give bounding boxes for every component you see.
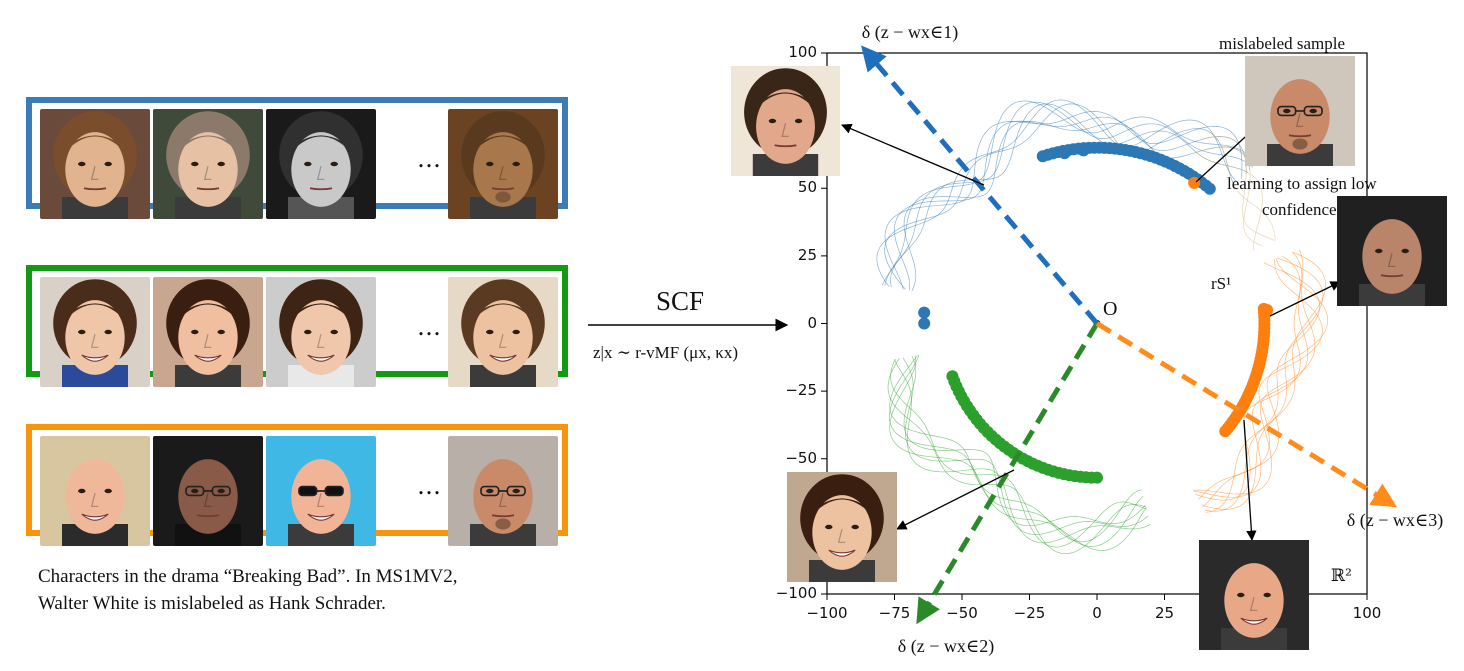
fiber-line — [1201, 251, 1326, 510]
face-image — [40, 109, 150, 219]
annotation-arrow — [896, 469, 1015, 530]
y-tick-label: −25 — [785, 381, 817, 400]
fiber-line — [881, 100, 1256, 286]
y-tick-label: 50 — [797, 178, 817, 197]
y-tick-label: −50 — [785, 448, 817, 467]
x-tick-label: −75 — [878, 604, 911, 622]
fiber-line — [1193, 251, 1309, 498]
low-confidence-label-1: learning to assign low — [1227, 174, 1377, 193]
face-image — [40, 277, 150, 387]
data-point — [918, 317, 931, 330]
more-faces-ellipsis: … — [417, 313, 443, 341]
direction-label: δ (z − wx∈1) — [861, 22, 959, 42]
fiber-line — [894, 359, 1151, 544]
more-faces-ellipsis: … — [417, 472, 443, 500]
direction-label: δ (z − wx∈3) — [1346, 510, 1444, 530]
fiber-line — [876, 99, 1238, 288]
direction-arrow — [1095, 321, 1398, 508]
data-point — [918, 306, 931, 319]
direction-arrow — [916, 322, 1100, 625]
low-confidence-label-2: confidence — [1262, 200, 1337, 219]
sample-face-photo — [787, 472, 897, 582]
face-image — [448, 436, 558, 546]
direction-label: δ (z − wx∈2) — [897, 636, 995, 656]
fiber-line — [884, 101, 1254, 287]
origin-label: O — [1103, 297, 1118, 320]
distribution-label: z|x ∼ r-vMF (μx, κx) — [593, 343, 738, 362]
caption-line-1: Characters in the drama “Breaking Bad”. … — [38, 566, 458, 587]
data-point — [1091, 471, 1103, 484]
face-image — [153, 277, 263, 387]
fiber-line — [903, 356, 1146, 527]
caption-line-2: Walter White is mislabeled as Hank Schra… — [38, 593, 386, 614]
annotation-arrow — [1243, 419, 1257, 542]
annotation-arrow — [1269, 281, 1341, 317]
identity-group-3: … — [26, 424, 568, 546]
direction-arrow — [861, 45, 1099, 326]
fiber-line — [889, 355, 1147, 551]
data-point — [1077, 144, 1090, 157]
x-tick-label: −100 — [806, 604, 848, 622]
fiber-line — [887, 358, 1147, 555]
fiber-line — [1203, 136, 1275, 241]
fiber-line — [889, 354, 1142, 543]
face-image — [266, 436, 376, 546]
fiber-line — [1195, 146, 1263, 247]
data-point — [1036, 150, 1049, 163]
fiber-line — [884, 103, 1235, 290]
face-image — [448, 109, 558, 219]
mislabeled-label: mislabeled sample — [1219, 34, 1346, 53]
scf-label: SCF — [656, 286, 705, 316]
sample-face-photo — [1337, 196, 1447, 306]
face-image — [153, 436, 263, 546]
y-tick-label: 100 — [788, 43, 817, 61]
identity-group-1: … — [26, 97, 568, 219]
face-image — [153, 109, 263, 219]
face-image — [266, 109, 376, 219]
x-tick-label: −50 — [946, 604, 978, 622]
y-tick-label: 0 — [807, 313, 817, 332]
fiber-line — [890, 103, 1248, 288]
sphere-label: rS¹ — [1211, 274, 1232, 293]
x-tick-label: 100 — [1352, 604, 1382, 622]
face-image — [40, 436, 150, 546]
sample-face-photo — [1245, 56, 1355, 166]
x-tick-label: 25 — [1154, 604, 1175, 622]
fiber-line — [1205, 262, 1321, 513]
space-label: ℝ² — [1331, 566, 1352, 586]
fiber-line — [1207, 130, 1276, 241]
identity-group-2: … — [26, 265, 568, 387]
face-image — [266, 277, 376, 387]
fiber-line — [1193, 249, 1316, 495]
data-point — [1058, 147, 1071, 160]
y-tick-label: −100 — [775, 584, 817, 602]
x-tick-label: −25 — [1013, 604, 1046, 622]
data-point — [1261, 303, 1274, 316]
fiber-line — [884, 111, 1243, 290]
more-faces-ellipsis: … — [417, 145, 443, 173]
fiber-line — [1204, 257, 1324, 512]
data-point — [1188, 176, 1201, 189]
x-tick-label: 0 — [1092, 604, 1102, 622]
sample-face-photo — [1199, 540, 1309, 650]
annotation-arrow — [841, 123, 985, 186]
fiber-line — [1195, 151, 1263, 251]
sample-face-photo — [731, 66, 840, 176]
figure-caption: Characters in the drama “Breaking Bad”. … — [38, 563, 558, 617]
y-tick-label: 25 — [797, 245, 817, 264]
fiber-line — [1202, 258, 1329, 508]
fiber-line — [894, 116, 1247, 291]
face-image — [448, 277, 558, 387]
